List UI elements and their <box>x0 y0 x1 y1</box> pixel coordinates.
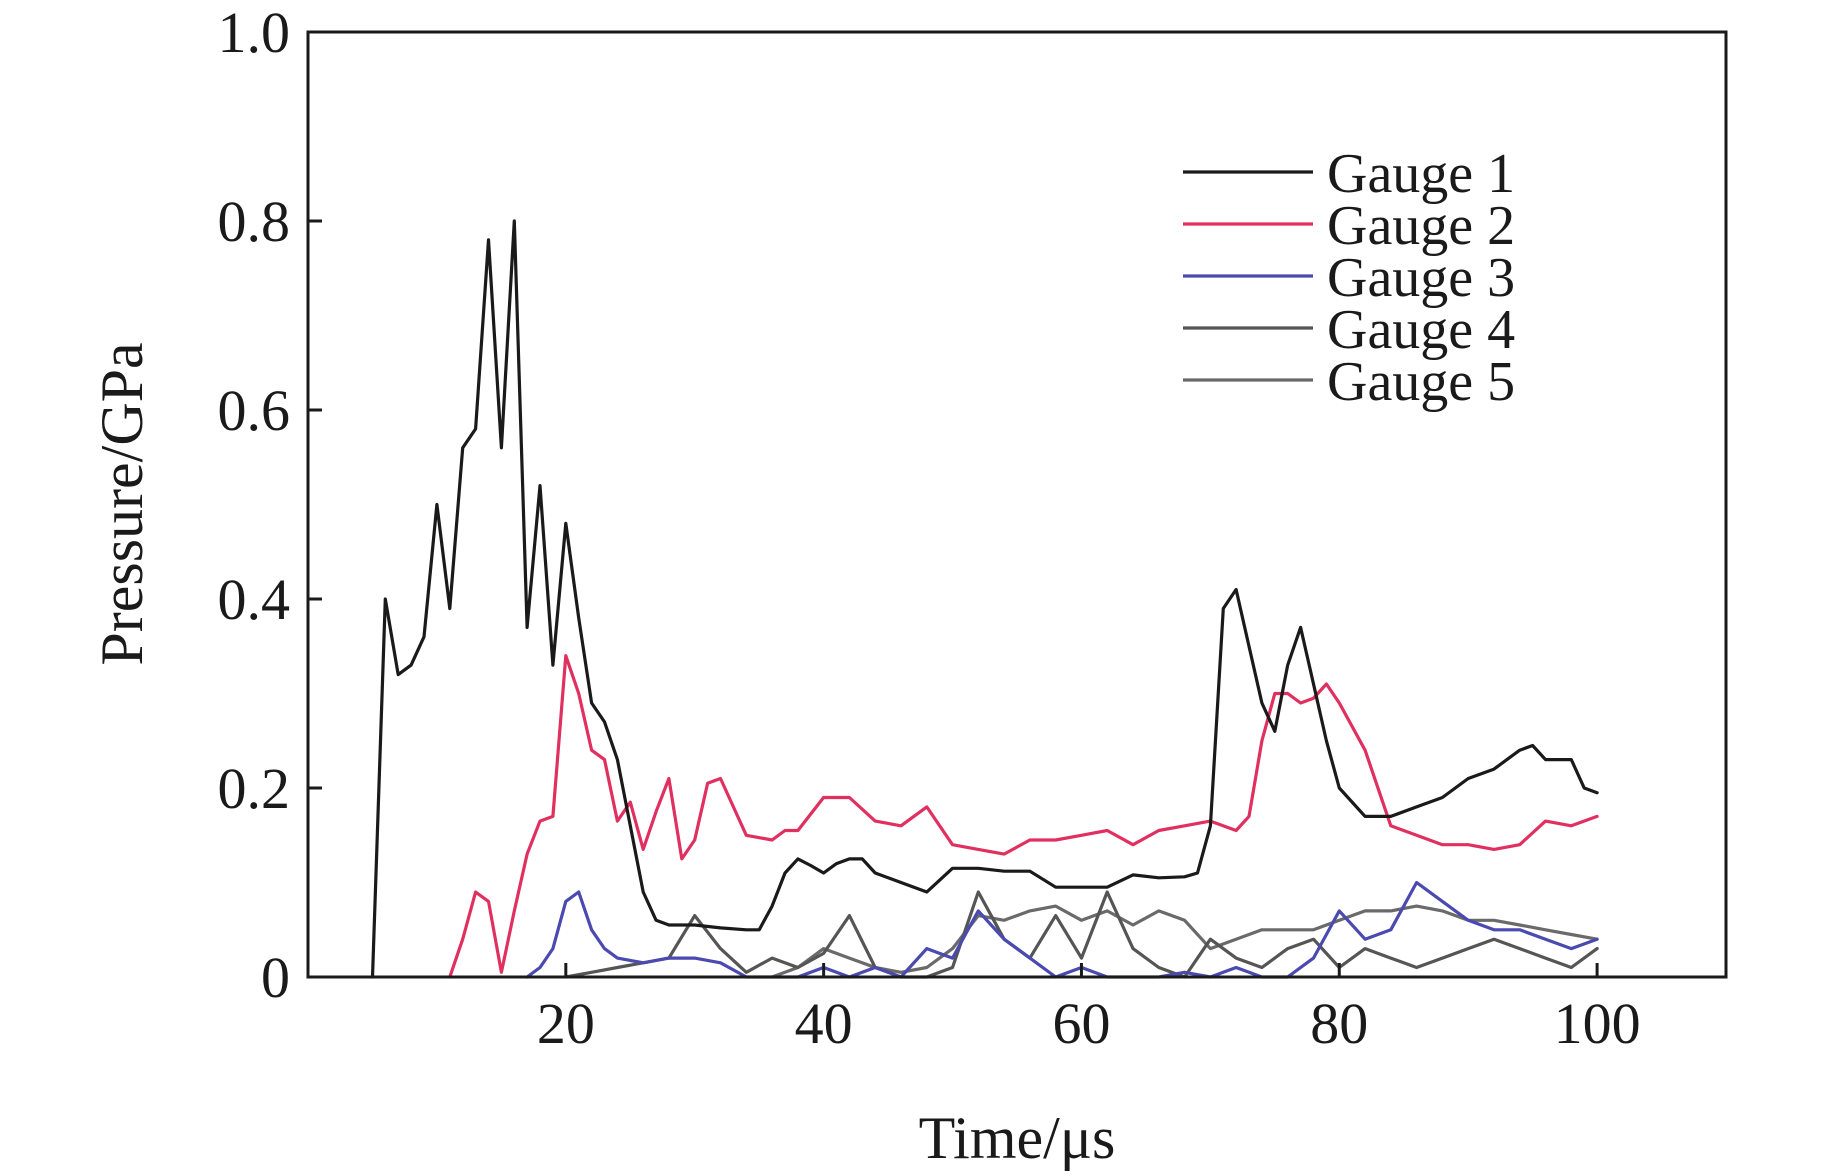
y-tick-label: 0.6 <box>218 378 291 443</box>
x-tick-label: 100 <box>1554 991 1641 1056</box>
legend-label: Gauge 3 <box>1327 247 1515 309</box>
x-tick-label: 40 <box>795 991 853 1056</box>
legend-label: Gauge 2 <box>1327 195 1515 257</box>
y-axis: 0 0.2 0.4 0.6 0.8 1.0 <box>218 0 322 1010</box>
legend-label: Gauge 5 <box>1327 351 1515 413</box>
series-line-gauge-2 <box>448 654 1599 979</box>
legend-label: Gauge 1 <box>1327 143 1515 205</box>
y-tick-label: 0.8 <box>218 189 291 254</box>
x-tick-label: 20 <box>537 991 595 1056</box>
plot-area <box>370 219 1599 979</box>
x-axis: 20 40 60 80 100 <box>537 963 1641 1056</box>
y-axis-label: Pressure/GPa <box>89 342 155 665</box>
y-tick-label: 1.0 <box>218 0 291 65</box>
series-line-gauge-4 <box>564 890 1599 979</box>
series-line-gauge-5 <box>770 904 1599 979</box>
series-line-gauge-3 <box>525 880 1599 979</box>
y-tick-label: 0.2 <box>218 756 291 821</box>
y-tick-label: 0.4 <box>218 567 291 632</box>
x-tick-label: 60 <box>1052 991 1110 1056</box>
x-axis-label: Time/μs <box>919 1105 1116 1171</box>
y-tick-label: 0 <box>261 945 290 1010</box>
x-tick-label: 80 <box>1310 991 1368 1056</box>
plot-frame <box>306 30 1728 979</box>
series-line-gauge-1 <box>370 219 1599 979</box>
legend-label: Gauge 4 <box>1327 299 1515 361</box>
